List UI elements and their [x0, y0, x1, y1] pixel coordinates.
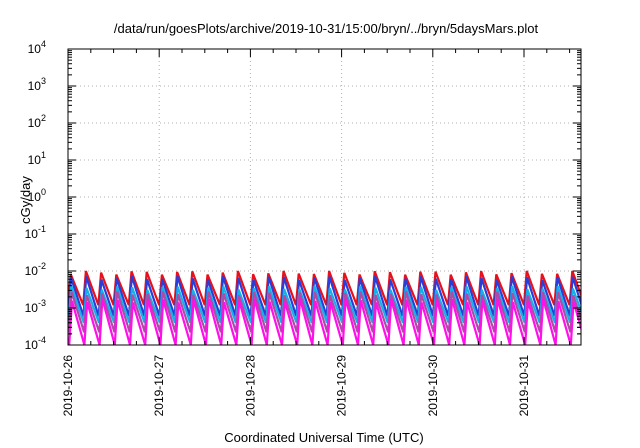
x-tick-labels: 2019-10-26 2019-10-27 2019-10-28 2019-10-29…: [61, 355, 531, 417]
y-axis-label: cGy/day: [18, 176, 33, 224]
x-tick-label: 2019-10-30: [426, 355, 440, 417]
y-tick-label: 103: [28, 76, 46, 93]
y-tick-label: 104: [28, 39, 46, 56]
chart-title: /data/run/goesPlots/archive/2019-10-31/1…: [114, 21, 539, 36]
x-tick-label: 2019-10-31: [517, 355, 531, 417]
y-tick-label: 100: [28, 187, 46, 204]
series-line: [68, 275, 581, 317]
series-layer: [68, 270, 581, 345]
x-tick-label: 2019-10-28: [243, 355, 257, 417]
y-tick-label: 10-2: [25, 261, 46, 278]
series-line: [68, 270, 581, 306]
y-tick-label: 10-1: [25, 224, 46, 241]
y-tick-label: 102: [28, 113, 46, 130]
x-tick-label: 2019-10-27: [152, 355, 166, 417]
series-line: [68, 298, 581, 345]
x-tick-label: 2019-10-29: [335, 355, 349, 417]
y-tick-label: 10-4: [25, 335, 46, 352]
series-line: [68, 285, 581, 324]
y-tick-label: 10-3: [25, 298, 46, 315]
y-tick-labels: 104 103 102 101 100 10-1 10-2 10-3 10-4: [25, 39, 46, 352]
series-line: [68, 291, 581, 333]
ticks: [67, 48, 581, 346]
y-tick-label: 101: [28, 150, 46, 167]
x-axis-label: Coordinated Universal Time (UTC): [224, 430, 423, 445]
x-tick-label: 2019-10-26: [61, 355, 75, 417]
